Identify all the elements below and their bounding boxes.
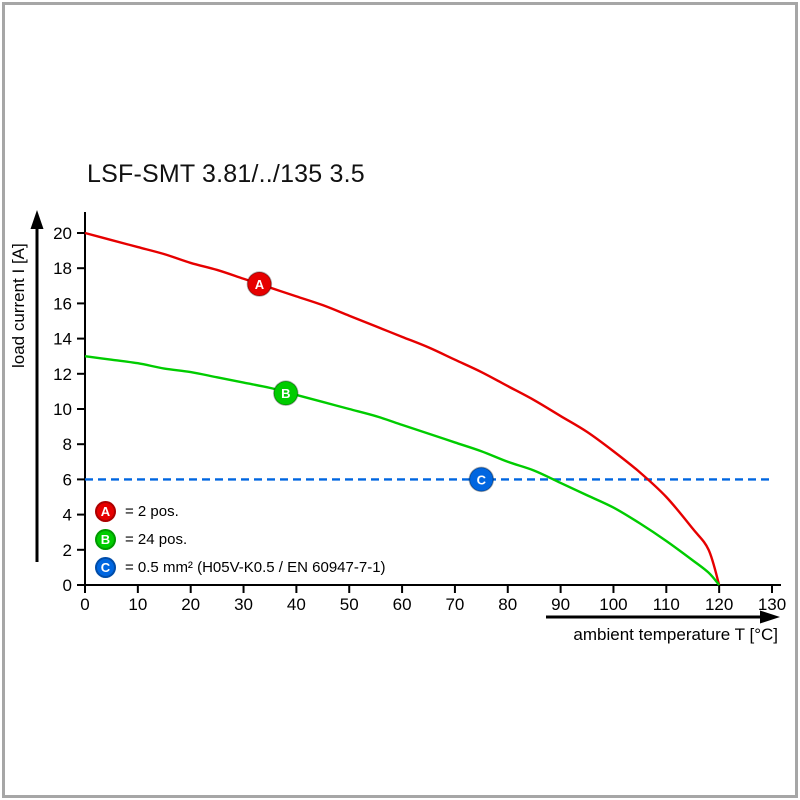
legend-marker-b-icon: B [95,529,116,550]
x-tick-label: 80 [498,595,517,614]
legend-label-a: = 2 pos. [125,503,179,520]
y-tick-label: 6 [63,470,72,489]
x-tick-label: 110 [653,595,680,614]
curve-marker-b-icon [273,380,299,406]
legend-item-a: A = 2 pos. [95,501,386,522]
curve-marker-a-letter: A [255,277,265,292]
curve-marker-c-icon [468,466,495,493]
x-tick-label: 0 [80,595,89,614]
x-axis-title: ambient temperature T [°C] [573,625,778,644]
x-tick-label: 100 [599,595,627,614]
legend-label-b: = 24 pos. [125,531,188,548]
y-tick-label: 16 [53,294,72,313]
legend-marker-c-letter: C [100,560,111,575]
legend-label-c: = 0.5 mm² (H05V-K0.5 / EN 60947-7-1) [125,559,386,576]
x-tick-label: 50 [340,595,359,614]
legend-item-c: C = 0.5 mm² (H05V-K0.5 / EN 60947-7-1) [95,557,386,578]
x-tick-label: 40 [287,595,306,614]
x-tick-label: 20 [181,595,200,614]
y-tick-label: 14 [53,330,72,349]
y-axis-arrowhead-icon [30,210,44,229]
series-b-curve [84,355,721,586]
x-tick-label: 30 [234,595,253,614]
x-tick-label: 130 [758,595,786,614]
legend-item-b: B = 24 pos. [95,529,386,550]
x-tick-label: 90 [551,595,570,614]
y-tick-label: 4 [63,506,72,525]
y-tick-label: 12 [53,365,72,384]
legend-marker-b-letter: B [100,532,111,547]
x-axis-arrowhead-icon [760,610,780,624]
curve-marker-b-letter: B [281,386,290,401]
y-tick-label: 0 [63,576,72,595]
x-tick-label: 120 [705,595,733,614]
curve-marker-c-letter: C [477,472,487,487]
y-tick-label: 2 [63,541,72,560]
y-tick-label: 20 [53,224,72,243]
x-tick-label: 10 [128,595,147,614]
curve-marker-a-icon [246,271,273,297]
y-axis-title: load current I [A] [9,243,28,368]
legend-marker-a-icon: A [95,501,116,522]
x-tick-label: 70 [445,595,464,614]
y-tick-label: 10 [53,400,72,419]
series-a-curve [84,231,721,586]
legend-marker-c-icon: C [95,557,116,578]
chart-title: LSF-SMT 3.81/../135 3.5 [87,160,365,188]
y-tick-label: 8 [63,435,72,454]
legend: A = 2 pos. B = 24 pos. C = 0.5 mm² (H05V… [95,501,386,585]
x-tick-label: 60 [393,595,412,614]
legend-marker-a-letter: A [100,504,111,519]
y-tick-label: 18 [53,259,72,278]
